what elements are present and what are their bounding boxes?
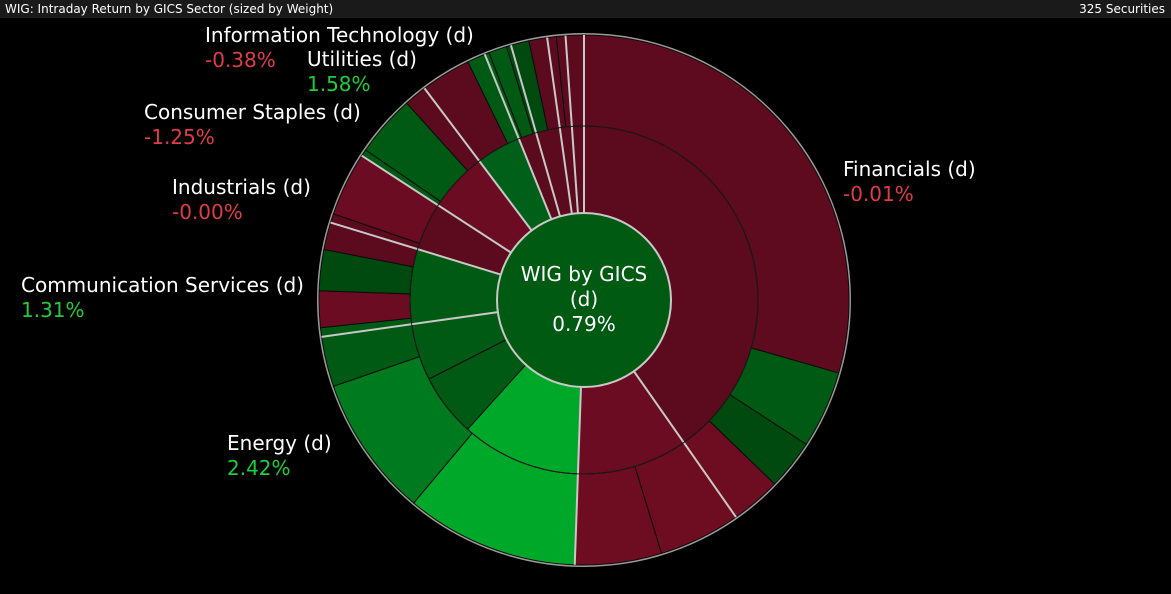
- sector-label-consumer-staples: Consumer Staples (d): [144, 100, 361, 124]
- sector-label-energy: Energy (d): [227, 431, 332, 455]
- sector-separator-2: [573, 386, 582, 565]
- outer-ring-border: [317, 33, 851, 567]
- title-bar: WIG: Intraday Return by GICS Sector (siz…: [0, 0, 1171, 18]
- sector-value-industrials: -0.00%: [172, 200, 243, 224]
- separators: [321, 35, 737, 565]
- securities-count: 325 Securities: [1079, 2, 1165, 16]
- sector-label-utilities: Utilities (d): [307, 47, 417, 71]
- center-disc[interactable]: [496, 212, 672, 388]
- sector-separator-8: [509, 44, 561, 217]
- center-title-line2: (d): [570, 287, 598, 311]
- sector-value-financials: -0.01%: [843, 182, 914, 206]
- sector-value-communication-services: 1.31%: [21, 298, 85, 322]
- center-value: 0.79%: [552, 312, 616, 336]
- sector-label-industrials: Industrials (d): [172, 175, 311, 199]
- sector-value-energy: 2.42%: [227, 456, 291, 480]
- sector-separator-6: [423, 87, 533, 232]
- sector-separator-5: [361, 154, 512, 254]
- sector-value-utilities: 1.58%: [307, 72, 371, 96]
- sector-separator-4: [330, 221, 502, 276]
- sector-value-information-technology: -0.38%: [205, 48, 276, 72]
- chart-title: WIG: Intraday Return by GICS Sector (siz…: [5, 2, 334, 16]
- sector-separator-3: [321, 311, 498, 338]
- sector-value-consumer-staples: -1.25%: [144, 125, 215, 149]
- sector-label-financials: Financials (d): [843, 157, 976, 181]
- sunburst-chart: WIG by GICS (d) 0.79% Financials (d) -0.…: [21, 23, 976, 567]
- sector-separator-7: [483, 53, 553, 220]
- sector-label-information-technology: Information Technology (d): [205, 23, 474, 47]
- center-title-line1: WIG by GICS: [521, 262, 647, 286]
- sector-separator-10: [564, 35, 579, 214]
- sector-separator-9: [546, 37, 573, 214]
- inner-ring-outline: [409, 125, 759, 475]
- sector-separator-1: [633, 370, 737, 518]
- sector-label-communication-services: Communication Services (d): [21, 273, 304, 297]
